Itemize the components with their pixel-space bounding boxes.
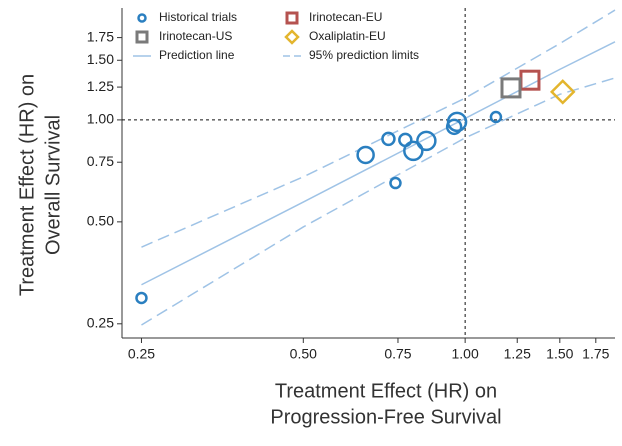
legend-label: Irinotecan-US bbox=[159, 29, 232, 43]
legend-marker bbox=[135, 30, 149, 44]
x-tick-label: 1.75 bbox=[582, 346, 609, 362]
point bbox=[403, 140, 424, 162]
point bbox=[416, 130, 437, 152]
legend-marker bbox=[284, 29, 300, 45]
y-tick-label: 0.25 bbox=[87, 315, 114, 331]
y-tick-label: 0.50 bbox=[87, 213, 114, 229]
legend-label: Irinotecan-EU bbox=[309, 10, 382, 24]
legend-label: 95% prediction limits bbox=[309, 48, 419, 62]
legend-marker bbox=[137, 13, 147, 23]
point bbox=[389, 176, 402, 190]
y-tick-label: 1.50 bbox=[87, 51, 114, 67]
legend-label: Oxaliplatin-EU bbox=[309, 29, 386, 43]
prediction-line bbox=[141, 41, 616, 286]
legend-label: Historical trials bbox=[159, 10, 237, 24]
x-axis-title: Treatment Effect (HR) on bbox=[275, 380, 497, 402]
y-tick-label: 1.00 bbox=[87, 111, 114, 127]
point bbox=[500, 77, 522, 99]
x-tick-label: 1.50 bbox=[546, 346, 573, 362]
legend-label: Prediction line bbox=[159, 48, 235, 62]
x-tick-label: 0.25 bbox=[128, 346, 155, 362]
x-axis-title: Progression-Free Survival bbox=[270, 406, 501, 428]
point bbox=[135, 291, 148, 305]
y-axis-title: Treatment Effect (HR) on bbox=[16, 74, 38, 296]
legend-marker bbox=[285, 11, 299, 25]
y-tick-label: 1.75 bbox=[87, 28, 114, 44]
x-tick-label: 0.50 bbox=[290, 346, 317, 362]
y-tick-label: 0.75 bbox=[87, 153, 114, 169]
prediction-limit bbox=[141, 77, 616, 326]
point bbox=[549, 79, 576, 105]
prediction-limit bbox=[141, 9, 616, 248]
point bbox=[489, 110, 503, 124]
point bbox=[356, 145, 375, 165]
point bbox=[381, 131, 396, 147]
y-tick-label: 1.25 bbox=[87, 78, 114, 94]
x-tick-label: 1.25 bbox=[504, 346, 531, 362]
point bbox=[519, 69, 541, 91]
x-tick-label: 0.75 bbox=[384, 346, 411, 362]
y-axis-title: Overall Survival bbox=[42, 115, 64, 255]
x-tick-label: 1.00 bbox=[452, 346, 479, 362]
point bbox=[445, 118, 463, 136]
point bbox=[446, 111, 468, 133]
